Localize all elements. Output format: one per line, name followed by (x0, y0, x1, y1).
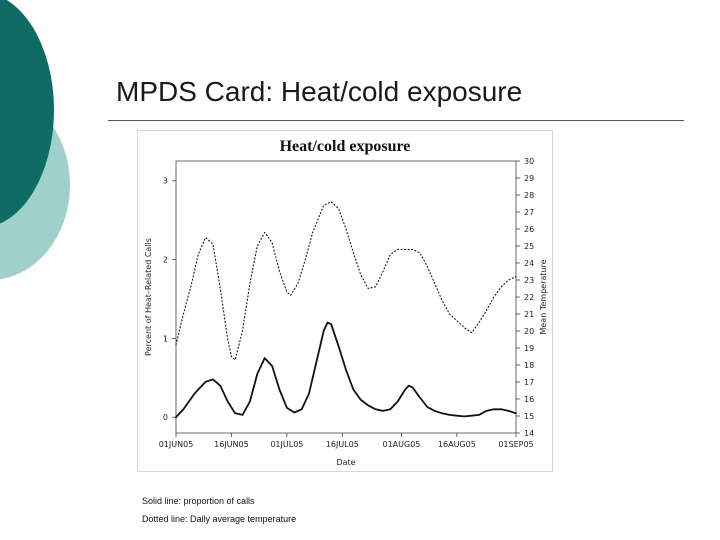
y2-tick-label: 20 (524, 327, 534, 336)
y2-tick-label: 15 (524, 412, 534, 421)
y2-tick-label: 30 (524, 157, 534, 166)
x-tick-label: 16JUL05 (326, 440, 359, 449)
y2-tick-label: 22 (524, 293, 534, 302)
y2-tick-label: 14 (524, 429, 534, 438)
temperature-dotted-line (175, 201, 517, 361)
y2-tick-label: 23 (524, 276, 534, 285)
line-chart: 0123141516171819202122232425262728293001… (144, 157, 548, 467)
y2-tick-label: 17 (524, 378, 534, 387)
y2-tick-label: 26 (524, 225, 534, 234)
chart-panel: Heat/cold exposure 0 1 2 3 14 15 16 17 18 19 20 21 2… (137, 130, 553, 472)
y-tick-label: 0 (163, 413, 168, 422)
y2-tick-label: 27 (524, 208, 534, 217)
y2-tick-label: 29 (524, 174, 534, 183)
x-tick-label: 01JUL05 (270, 440, 303, 449)
y2-tick-label: 28 (524, 191, 534, 200)
y2-tick-label: 16 (524, 395, 534, 404)
chart-title: Heat/cold exposure (279, 138, 411, 155)
y2-tick-label: 18 (524, 361, 534, 370)
x-tick-label: 01JUN05 (159, 440, 194, 449)
x-axis-label: Date (336, 458, 355, 467)
dark-teal-shape (0, 0, 54, 224)
x-tick-label: 16JUN05 (214, 440, 249, 449)
x-tick-label: 16AUG05 (438, 440, 476, 449)
caption-solid-line: Solid line: proportion of calls (142, 496, 255, 506)
y2-tick-label: 25 (524, 242, 534, 251)
x-tick-label: 01SEP05 (498, 440, 533, 449)
y2-tick-label: 19 (524, 344, 534, 353)
calls-solid-line (175, 321, 517, 419)
y-tick-label: 1 (163, 334, 168, 343)
y2-axis-label: Mean Temperature (539, 259, 548, 334)
y2-tick-label: 24 (524, 259, 534, 268)
plot-frame (175, 160, 517, 434)
y-tick-label: 3 (163, 177, 168, 186)
y2-tick-label: 21 (524, 310, 534, 319)
x-tick-label: 01AUG05 (382, 440, 420, 449)
y-axis-label: Percent of Heat–Related Calls (144, 238, 153, 356)
slide-title: MPDS Card: Heat/cold exposure (116, 76, 523, 107)
title-underline (108, 120, 684, 121)
caption-dotted-line: Dotted line: Daily average temperature (142, 514, 297, 524)
y-tick-label: 2 (163, 256, 168, 265)
slide-decoration (0, 0, 70, 280)
